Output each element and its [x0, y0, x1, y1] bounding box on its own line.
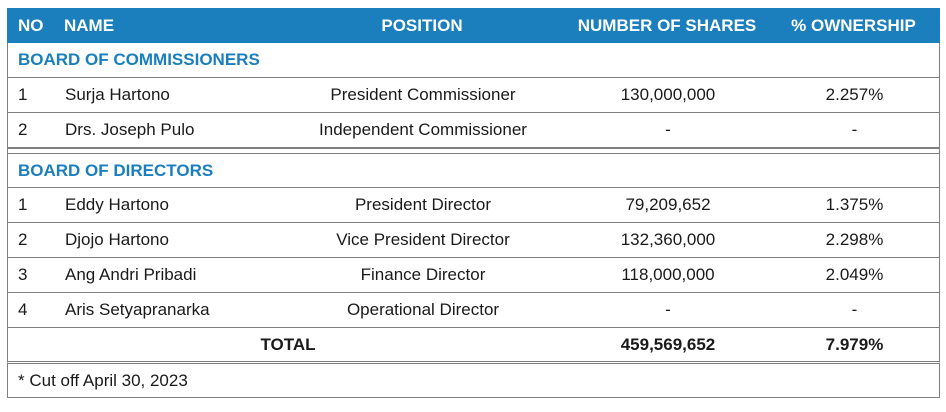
row-ownership: 2.298% [825, 230, 884, 249]
row-ownership: 2.257% [825, 85, 884, 104]
row-position: Operational Director [346, 300, 500, 319]
table-header: NO NAME POSITION NUMBER OF SHARES % OWNE… [7, 8, 940, 43]
header-no: NO [18, 15, 44, 35]
section-commissioners: BOARD OF COMMISSIONERS [7, 43, 940, 78]
row-shares: - [665, 300, 671, 319]
header-shares: NUMBER OF SHARES [577, 15, 757, 35]
row-no: 2 [18, 120, 28, 139]
section-directors: BOARD OF DIRECTORS [7, 153, 940, 188]
row-no: 1 [18, 85, 28, 104]
row-name: Eddy Hartono [65, 195, 169, 214]
header-ownership: % OWNERSHIP [791, 15, 916, 35]
table-row: 1 Eddy Hartono President Director 79,209… [7, 188, 940, 223]
row-name: Drs. Joseph Pulo [65, 120, 195, 139]
row-shares: - [665, 120, 671, 139]
section-divider [7, 148, 940, 153]
total-ownership: 7.979% [825, 334, 884, 354]
table-row: 4 Aris Setyapranarka Operational Directo… [7, 293, 940, 328]
header-position: POSITION [381, 15, 463, 35]
row-name: Aris Setyapranarka [65, 300, 210, 319]
row-no: 2 [18, 230, 28, 249]
table-row: 2 Djojo Hartono Vice President Director … [7, 223, 940, 258]
footnote: * Cut off April 30, 2023 [18, 370, 188, 390]
row-name: Ang Andri Pribadi [65, 265, 197, 284]
row-position: Finance Director [360, 265, 486, 284]
table-row: 3 Ang Andri Pribadi Finance Director 118… [7, 258, 940, 293]
row-position: President Commissioner [330, 85, 516, 104]
row-ownership: - [851, 120, 858, 139]
row-ownership: - [851, 300, 858, 319]
total-shares: 459,569,652 [620, 334, 716, 354]
row-name: Djojo Hartono [65, 230, 169, 249]
row-ownership: 2.049% [825, 265, 884, 284]
section-title: BOARD OF DIRECTORS [18, 160, 214, 180]
row-shares: 118,000,000 [621, 265, 715, 284]
row-ownership: 1.375% [825, 195, 884, 214]
table-row: 2 Drs. Joseph Pulo Independent Commissio… [7, 113, 940, 148]
row-no: 1 [18, 195, 28, 214]
row-shares: 79,209,652 [625, 195, 711, 214]
table-row: 1 Surja Hartono President Commissioner 1… [7, 78, 940, 113]
row-position: Independent Commissioner [319, 120, 527, 139]
footnote-row: * Cut off April 30, 2023 [7, 364, 940, 398]
row-position: Vice President Director [336, 230, 510, 249]
section-title: BOARD OF COMMISSIONERS [18, 50, 260, 69]
row-name: Surja Hartono [65, 85, 170, 104]
row-shares: 132,360,000 [620, 230, 716, 249]
total-label: TOTAL [260, 334, 316, 354]
header-name: NAME [64, 15, 115, 35]
row-no: 3 [18, 265, 28, 284]
row-position: President Director [354, 195, 492, 214]
shareholding-table: NO NAME POSITION NUMBER OF SHARES % OWNE… [7, 8, 940, 398]
row-shares: 130,000,000 [620, 85, 716, 104]
row-no: 4 [18, 300, 28, 319]
total-row: TOTAL 459,569,652 7.979% [7, 328, 940, 364]
